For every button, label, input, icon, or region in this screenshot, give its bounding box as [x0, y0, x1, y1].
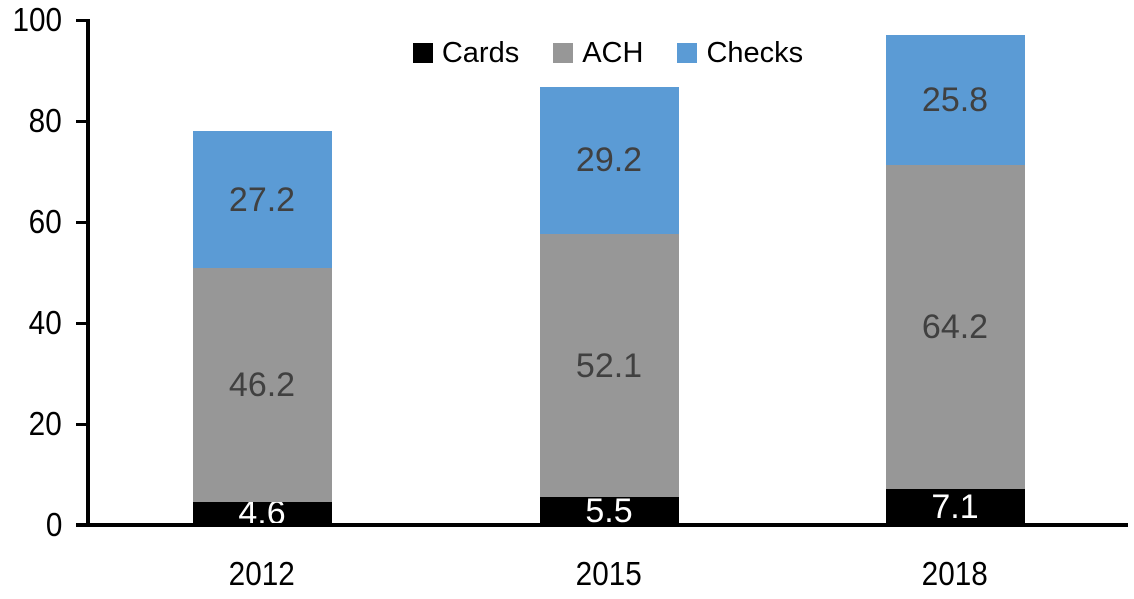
bar-segment-checks-2018: 25.8 [885, 34, 1025, 165]
y-axis-tick [76, 221, 90, 224]
x-axis-tick-label: 2015 [575, 555, 643, 592]
data-label: 5.5 [585, 492, 633, 531]
bar-segment-ach-2015: 52.1 [539, 234, 679, 498]
legend-label: Cards [441, 36, 520, 69]
y-axis-tick-label: 0 [45, 506, 62, 543]
data-label: 52.1 [575, 346, 643, 385]
y-axis-tick-label: 100 [12, 1, 62, 38]
y-axis-tick [76, 19, 90, 22]
bar-segment-cards-2018: 7.1 [885, 488, 1025, 527]
bar-segment-cards-2015: 5.5 [539, 492, 679, 531]
legend-item-checks: Checks [677, 36, 804, 69]
legend-swatch-icon [412, 43, 433, 63]
chart-legend: Cards ACH Checks [88, 37, 1128, 69]
y-axis-tick [76, 423, 90, 426]
data-label: 27.2 [228, 180, 296, 219]
legend-label: Checks [706, 36, 804, 69]
y-axis-tick [76, 322, 90, 325]
data-label: 7.1 [931, 488, 979, 527]
legend-label: ACH [582, 36, 644, 69]
y-axis-tick-label: 20 [28, 405, 62, 442]
bar-segment-checks-2015: 29.2 [539, 86, 679, 235]
legend-swatch-icon [553, 43, 574, 63]
x-axis-tick-label: 2018 [921, 555, 989, 592]
y-axis-tick-label: 80 [28, 102, 62, 139]
y-axis-tick-label: 60 [28, 203, 62, 240]
data-label: 64.2 [921, 308, 989, 347]
legend-item-ach: ACH [553, 36, 644, 69]
data-label: 46.2 [228, 366, 296, 405]
y-axis-line [86, 20, 90, 527]
bar-segment-checks-2012: 27.2 [192, 131, 332, 269]
bar-segment-ach-2012: 46.2 [192, 268, 332, 502]
legend-swatch-icon [677, 43, 698, 63]
data-label: 25.8 [921, 80, 989, 119]
data-label: 29.2 [575, 141, 643, 180]
x-axis-tick-label: 2012 [228, 555, 296, 592]
x-axis-line [76, 523, 1128, 527]
y-axis-tick [76, 120, 90, 123]
bar-segment-cards-2012: 4.6 [192, 496, 332, 530]
legend-item-cards: Cards [412, 36, 520, 69]
bar-segment-ach-2018: 64.2 [885, 164, 1025, 490]
y-axis-tick-label: 40 [28, 304, 62, 341]
